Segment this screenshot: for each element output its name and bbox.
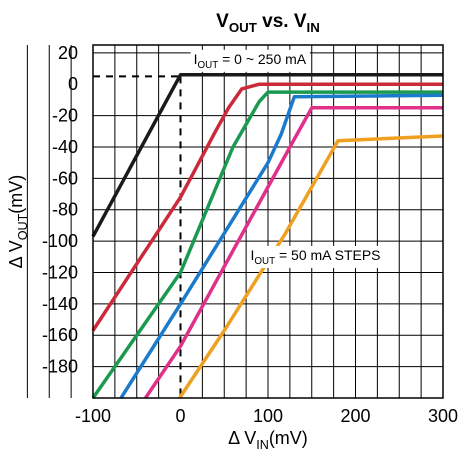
x-label-post: (mV) <box>269 428 308 448</box>
y-tick-label: -40 <box>52 137 78 157</box>
y-tick-label: -20 <box>52 106 78 126</box>
x-tick-label: 300 <box>428 406 458 426</box>
x-label-pre: Δ V <box>228 428 256 448</box>
series-line-2 <box>91 82 443 332</box>
y-tick-label: -80 <box>52 200 78 220</box>
annotation-sub: OUT <box>198 60 219 71</box>
y-tick-labels: 20 0 -20 -40 -60 -80 -100 -120 -140 -160 -180 <box>42 43 78 377</box>
x-axis-label: Δ VIN(mV) <box>228 428 308 452</box>
series-line-4 <box>119 93 444 399</box>
y-tick-label: 0 <box>68 74 78 94</box>
x-tick-labels: -100 0 100 200 300 <box>75 406 458 426</box>
title-v-sub-in: IN <box>307 20 320 35</box>
y-label-post: (mV) <box>6 175 26 214</box>
series-line-6 <box>178 134 444 399</box>
plot-frame <box>92 44 444 399</box>
y-tick-label: -160 <box>42 325 78 345</box>
x-tick-label: -100 <box>75 406 111 426</box>
annotation-background <box>190 49 310 72</box>
x-label-sub: IN <box>256 438 269 452</box>
chart-title: VOUT vs. VIN <box>216 11 320 35</box>
x-tick-label: 0 <box>175 406 185 426</box>
annotation-pre: I <box>194 51 198 67</box>
y-tick-label: 20 <box>58 43 78 63</box>
reference-lines <box>93 75 182 398</box>
series-line-3 <box>91 90 443 400</box>
y-label-pre: Δ V <box>6 240 26 268</box>
title-v-sub-out: OUT <box>229 20 257 35</box>
series-group <box>91 73 444 400</box>
y-label-sub: OUT <box>16 213 30 240</box>
y-tick-label: -100 <box>42 231 78 251</box>
y-tick-label: -120 <box>42 262 78 282</box>
annotation-post: = 50 mA STEPS <box>275 247 380 263</box>
annotation-2: IOUT = 50 mA STEPS <box>251 247 381 267</box>
x-tick-label: 100 <box>253 406 283 426</box>
annotation-1: IOUT = 0 ~ 250 mA <box>194 51 307 71</box>
annotation-sub: OUT <box>254 256 275 267</box>
y-axis-label: Δ VOUT(mV) <box>6 175 30 269</box>
title-vs-v: vs. V <box>257 11 307 32</box>
x-tick-label: 200 <box>340 406 370 426</box>
annotation-background <box>247 245 384 268</box>
y-tick-label: -140 <box>42 294 78 314</box>
title-v-main: V <box>216 11 229 32</box>
series-line-5 <box>144 106 443 399</box>
annotation-post: = 0 ~ 250 mA <box>218 51 307 67</box>
y-tick-label: -180 <box>42 357 78 377</box>
series-line-1 <box>91 73 443 238</box>
annotation-pre: I <box>251 247 255 263</box>
y-tick-label: -60 <box>52 168 78 188</box>
